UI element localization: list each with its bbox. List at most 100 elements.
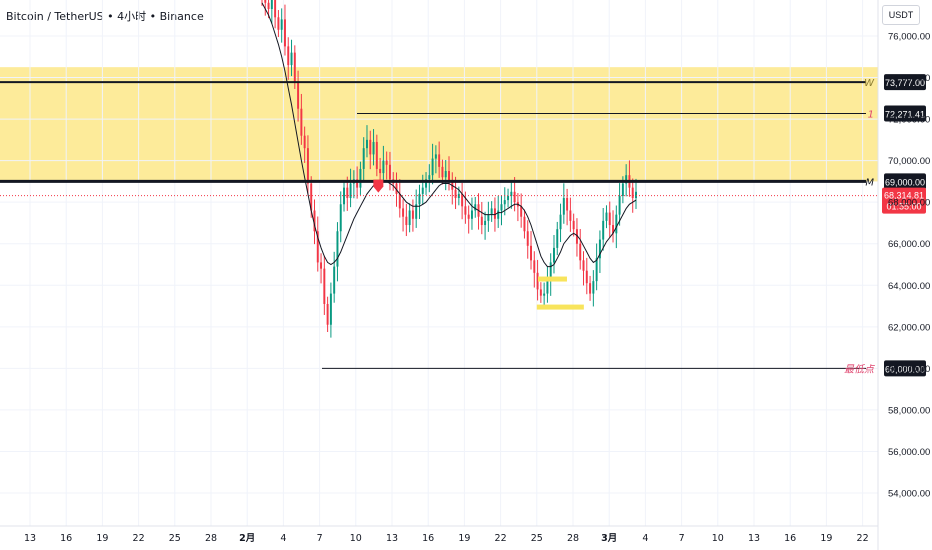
candle-body — [487, 214, 490, 221]
candle-body — [277, 17, 280, 30]
price-level-tag — [884, 105, 926, 122]
candle-body — [510, 191, 513, 196]
x-tick-label: 19 — [458, 533, 470, 544]
candle-body — [329, 293, 332, 325]
price-level-label: 1 — [868, 109, 874, 120]
y-tick-label: 64,000.00 — [888, 281, 930, 292]
candle-body — [625, 175, 628, 184]
x-tick-label: 25 — [169, 533, 181, 544]
current-price-tag — [882, 187, 926, 214]
price-level-value: 60,000.00 — [885, 364, 925, 374]
y-tick-label: 60,000.00 — [888, 364, 930, 375]
candle-body — [388, 164, 391, 180]
candle-body — [313, 210, 316, 232]
candle-body — [287, 46, 290, 66]
candle-body — [411, 210, 414, 219]
candle-body — [454, 189, 457, 199]
candle-body — [264, 0, 267, 3]
candle-body — [582, 260, 585, 271]
candle-body — [523, 216, 526, 232]
candle-body — [408, 210, 411, 226]
candle-body — [470, 210, 473, 219]
candle-body — [500, 204, 503, 211]
y-tick-label: 70,000.00 — [888, 156, 930, 167]
x-tick-label: 13 — [748, 533, 760, 544]
candle-body — [320, 262, 323, 269]
candle-body — [493, 208, 496, 219]
candle-body — [306, 148, 309, 184]
highlight-bar — [538, 276, 567, 282]
candle-body — [425, 179, 428, 188]
candle-body — [543, 293, 546, 296]
y-tick-label: 76,000.00 — [888, 32, 930, 43]
candle-body — [421, 187, 424, 194]
candle-body — [326, 303, 329, 325]
currency-button[interactable]: USDT — [882, 5, 920, 25]
candle-body — [379, 168, 382, 174]
candle-body — [336, 231, 339, 267]
x-tick-label: 16 — [784, 533, 796, 544]
candle-body — [467, 214, 470, 219]
x-tick-label: 7 — [317, 533, 323, 544]
candle-body — [280, 19, 283, 30]
candle-body — [316, 231, 319, 263]
x-tick-label: 10 — [712, 533, 724, 544]
candle-body — [546, 281, 549, 294]
candle-body — [444, 171, 447, 178]
candle-body — [267, 2, 270, 9]
price-level-label: 最低点 — [844, 363, 875, 375]
y-tick-label: 66,000.00 — [888, 239, 930, 250]
x-tick-label: 10 — [350, 533, 362, 544]
y-tick-label: 58,000.00 — [888, 405, 930, 416]
x-tick-label: 22 — [133, 533, 145, 544]
candle-body — [533, 260, 536, 273]
candle-body — [635, 191, 637, 199]
highlight-bar — [536, 304, 584, 310]
candle-body — [605, 212, 608, 221]
candle-body — [608, 212, 611, 226]
candle-body — [484, 220, 487, 226]
candle-body — [349, 183, 352, 199]
candle-body — [434, 154, 437, 159]
candle-body — [398, 193, 401, 209]
candle-body — [293, 52, 296, 82]
x-tick-label: 25 — [531, 533, 543, 544]
candle-body — [490, 208, 493, 215]
candle-body — [549, 262, 552, 282]
candle-body — [572, 220, 575, 230]
candle-body — [559, 214, 562, 230]
y-tick-label: 56,000.00 — [888, 447, 930, 458]
candle-body — [362, 148, 365, 169]
candle-body — [526, 231, 529, 246]
candle-body — [375, 141, 378, 169]
candle-body — [507, 195, 510, 201]
candle-body — [395, 183, 398, 194]
candle-body — [530, 245, 533, 261]
candle-body — [356, 179, 359, 188]
y-tick-label: 68,000.00 — [888, 198, 930, 209]
candle-body — [598, 239, 601, 259]
candle-body — [402, 208, 405, 217]
candle-body — [300, 108, 303, 136]
price-level-value: 69,000.00 — [885, 177, 925, 187]
candle-body — [474, 204, 477, 211]
x-tick-label: 13 — [386, 533, 398, 544]
candle-body — [480, 216, 483, 226]
y-tick-label: 74,000.00 — [888, 73, 930, 84]
candle-body — [323, 268, 326, 304]
candle-body — [382, 160, 385, 174]
candle-body — [595, 258, 598, 282]
candle-body — [418, 193, 421, 205]
y-tick-label: 62,000.00 — [888, 322, 930, 333]
candle-body — [274, 0, 277, 18]
candle-body — [602, 220, 605, 240]
candle-body — [464, 206, 467, 215]
candle-body — [365, 139, 368, 149]
x-tick-label: 28 — [205, 533, 217, 544]
candle-body — [631, 187, 634, 199]
candle-body — [461, 193, 464, 207]
candle-body — [552, 247, 555, 263]
candle-body — [385, 160, 388, 165]
candle-body — [556, 229, 559, 248]
